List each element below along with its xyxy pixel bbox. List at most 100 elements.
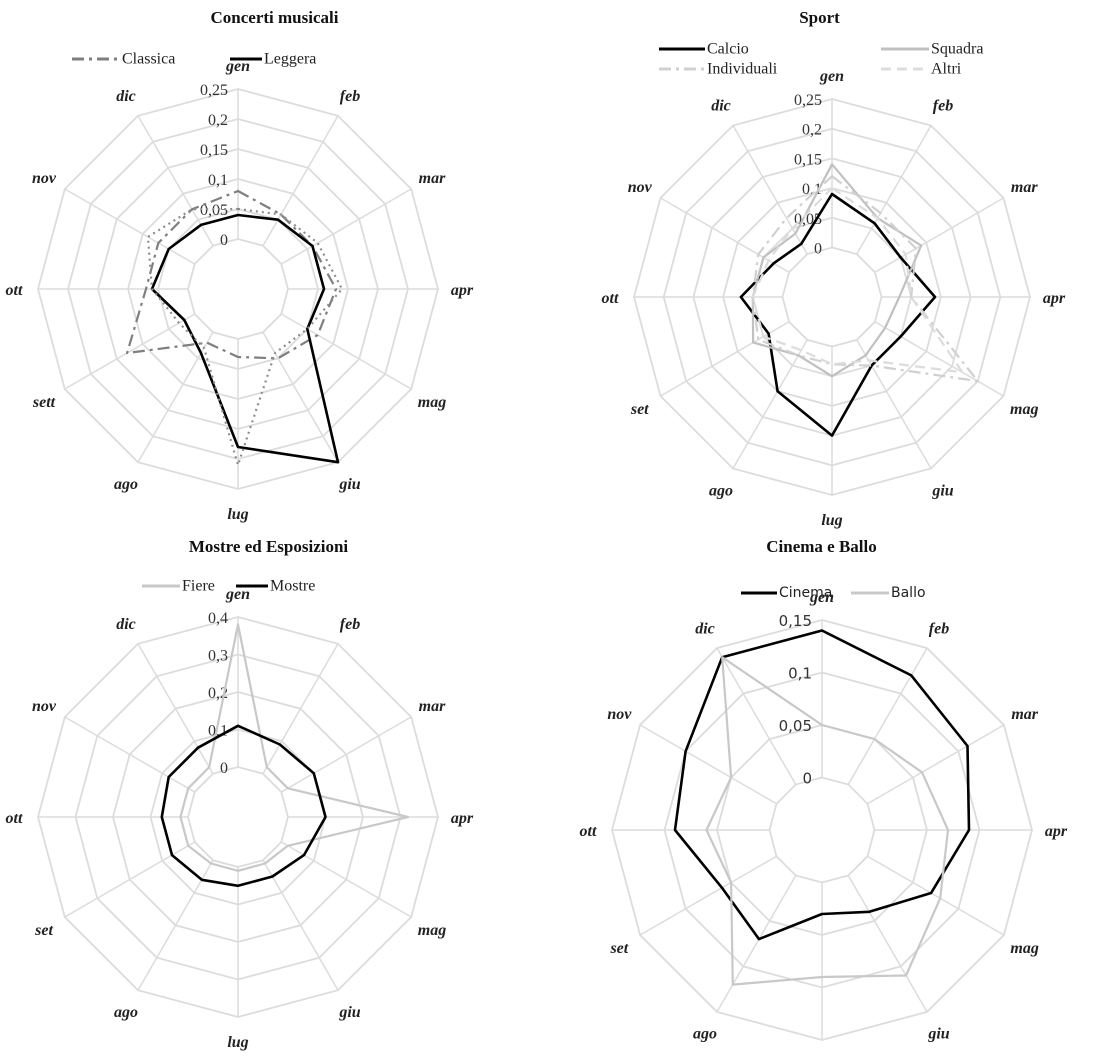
grid-spoke [280,716,412,793]
radar-plot: 00,050,10,150,20,25genfebmaraprmaggiulug… [602,68,1066,529]
month-label: apr [1045,823,1068,840]
grid-spoke [64,188,196,265]
tick-label: 0,25 [794,92,822,109]
month-label: feb [929,620,949,637]
month-label: dic [116,88,136,105]
month-label: ago [114,476,138,493]
tick-label: 0,15 [794,151,822,168]
grid-spoke [874,321,1004,397]
legend-label: Ballo [891,585,926,601]
month-label: nov [32,170,57,187]
legend-item: Altri [879,60,961,78]
legend-item: Ballo [849,584,926,602]
legend-item: Leggera [228,50,316,68]
grid-spoke [732,339,808,469]
month-label: giu [927,1026,949,1043]
legend-item: Fiere [140,577,215,595]
month-label: mar [419,698,446,715]
legend-label: Altri [931,60,962,78]
series-line [705,656,950,986]
month-label: dic [711,98,731,115]
month-label: apr [451,282,474,299]
month-label: lug [821,512,842,529]
tick-label: 0 [814,241,822,258]
month-label: apr [451,810,474,827]
month-label: mag [418,394,446,411]
tick-label: 0,2 [802,122,822,139]
series-line [179,623,410,872]
grid-ring [768,776,876,884]
grid-spoke [262,115,339,247]
month-label: nov [32,698,57,715]
month-label: ott [602,290,619,307]
month-label: mag [1010,940,1038,957]
tick-label: 0,25 [200,82,228,99]
series-line [150,213,340,464]
month-label: lug [227,1034,248,1051]
tick-label: 0,1 [788,665,812,683]
month-label: nov [607,706,632,723]
tick-label: 0 [220,232,228,249]
legend-label: Cinema [779,585,833,601]
grid-spoke [639,724,777,805]
grid-spoke [716,647,797,785]
chart-title: Mostre ed Esposizioni [188,537,349,556]
grid-spoke [64,716,196,793]
chart-panel-concerti: Concerti musicali Classica Leggera 0 0,05… [0,0,549,529]
legend-label: Calcio [707,40,749,58]
grid-spoke [874,197,1004,273]
legend-item: Classica [70,50,175,68]
month-label: giu [931,482,953,499]
month-label: ott [6,810,23,827]
grid-spoke [137,643,214,775]
legend-label: Mostre [270,577,316,595]
chart-title: Sport [799,8,840,27]
grid-spoke [847,647,928,785]
month-label: set [34,922,53,939]
legend-item: Mostre [234,577,315,595]
month-label: gen [225,58,250,75]
tick-label: 0,4 [208,610,228,627]
radar-plot: 00,050,10,150,20,25genfebmaraprmaggiulug… [6,58,474,523]
grid-ring [187,766,289,868]
month-label: ott [6,282,23,299]
radar-plot: 00,10,20,30,4genfebmaraprmaggiulugagoset… [6,586,474,1051]
series-line [751,175,979,383]
tick-label: 0,05 [200,202,228,219]
month-label: dic [116,616,136,633]
grid-ring [781,246,883,348]
tick-label: 0,3 [208,648,228,665]
tick-label: 0 [220,760,228,777]
grid-spoke [280,313,412,390]
month-label: gen [225,586,250,603]
grid-spoke [137,859,214,991]
legend-label: Classica [122,50,176,68]
series-line [751,187,964,374]
month-label: mar [1011,179,1038,196]
tick-label: 0,05 [779,717,812,735]
month-label: apr [1043,290,1066,307]
series-line [160,724,327,888]
month-label: mar [419,170,446,187]
grid-spoke [639,855,777,936]
legend-item: Cinema [739,584,832,602]
grid-spoke [280,188,412,265]
month-label: set [609,940,628,957]
grid-spoke [867,724,1005,805]
month-label: nov [628,179,653,196]
chart-title: Cinema e Ballo [766,537,877,556]
tick-label: 0,1 [208,172,228,189]
chart-panel-sport: Sport Calcio Squadra Individuali Altri 0… [549,0,1098,529]
grid-spoke [64,841,196,918]
chart-panel-cinema: Cinema e Ballo Cinema Ballo 0 0,05 0,1 0,15… [549,529,1098,1058]
month-label: feb [933,98,953,115]
chart-panel-mostre: Mostre ed Esposizioni Fiere Mostre 0 0,1 0… [0,529,549,1058]
legend-item: Squadra [879,40,983,58]
legend-label: Fiere [182,577,215,595]
month-label: mar [1011,706,1038,723]
series-line [739,192,937,437]
series-line [751,163,923,378]
grid-spoke [262,859,339,991]
grid-spoke [64,313,196,390]
month-label: gen [809,589,834,606]
